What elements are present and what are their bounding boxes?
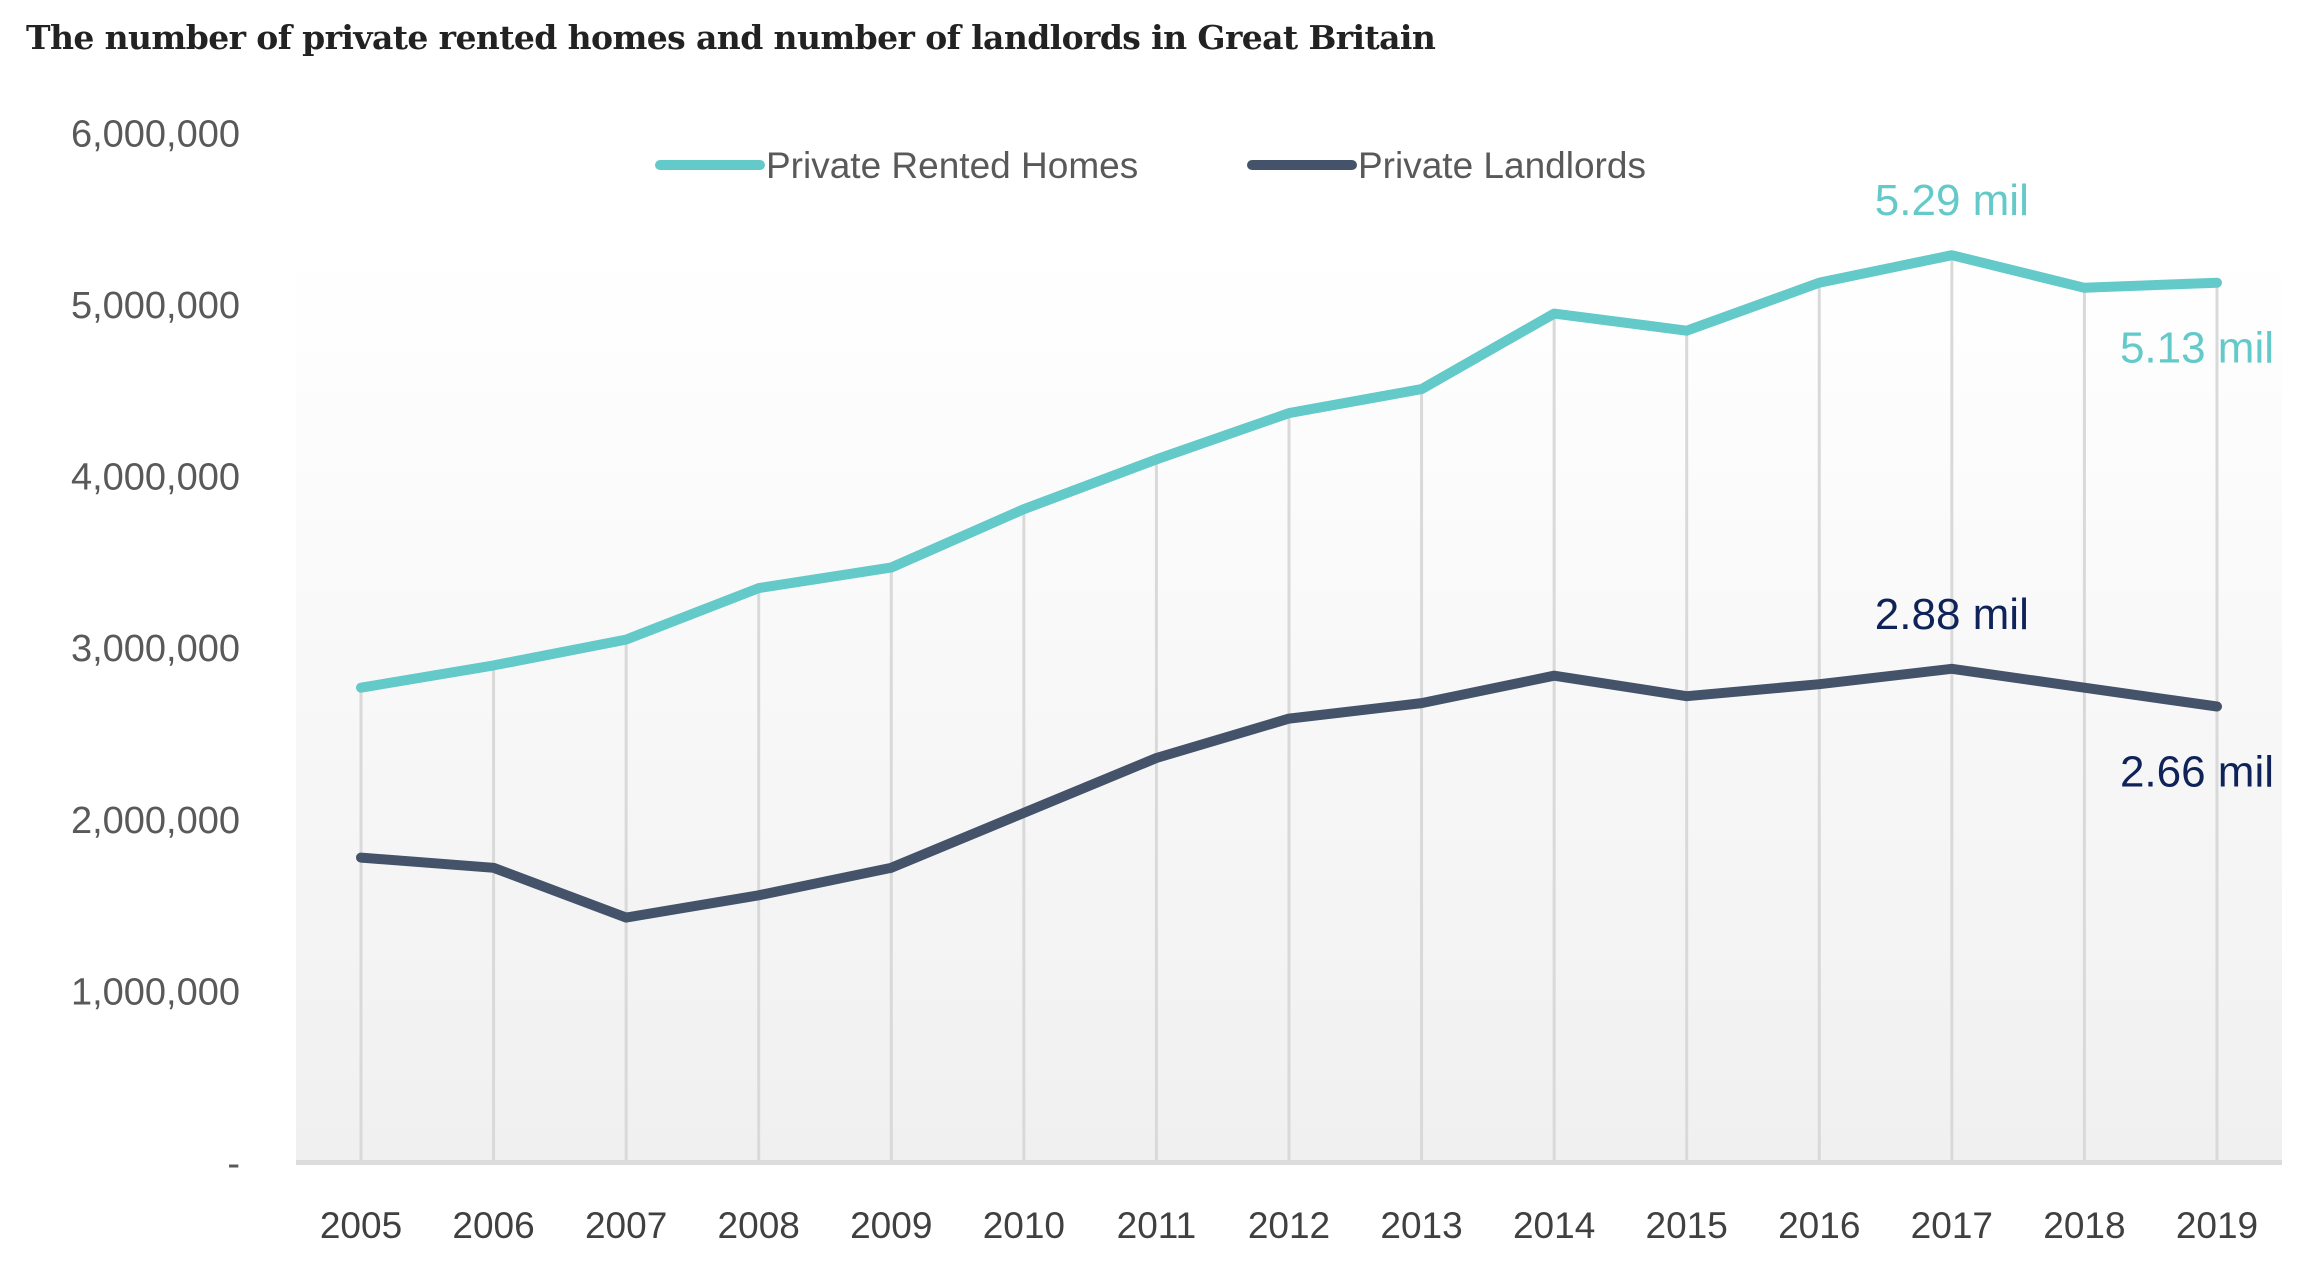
- series-lines: [356, 250, 2222, 923]
- y-tick-label: 1,000,000: [71, 971, 240, 1013]
- x-tick-label-2005: 2005: [320, 1205, 402, 1246]
- data-label-private-landlords-2017: 2.88 mil: [1875, 590, 2029, 639]
- x-tick-label-2011: 2011: [1117, 1205, 1197, 1246]
- x-tick-label-2017: 2017: [1911, 1205, 1993, 1246]
- legend-label: Private Rented Homes: [766, 145, 1138, 186]
- x-tick-label-2010: 2010: [983, 1205, 1065, 1246]
- data-label-private-rented-homes-2019: 5.13 mil: [2120, 324, 2274, 373]
- legend-item-private-landlords: Private Landlords: [1247, 145, 1646, 186]
- x-tick-label-2015: 2015: [1646, 1205, 1728, 1246]
- x-tick-label-2009: 2009: [850, 1205, 932, 1246]
- y-tick-label: 3,000,000: [71, 628, 240, 670]
- x-tick-label-2018: 2018: [2043, 1205, 2125, 1246]
- x-tick-label-2007: 2007: [585, 1205, 667, 1246]
- y-tick-label: 6,000,000: [71, 113, 240, 155]
- y-tick-label: 2,000,000: [71, 800, 240, 842]
- y-tick-label: 4,000,000: [71, 457, 240, 499]
- y-tick-label: -: [227, 1143, 240, 1185]
- data-label-private-landlords-2019: 2.66 mil: [2120, 748, 2274, 797]
- x-tick-label-2006: 2006: [452, 1205, 534, 1246]
- x-tick-label-2008: 2008: [718, 1205, 800, 1246]
- legend: Private Rented Homes Private Landlords: [655, 145, 1646, 186]
- legend-label: Private Landlords: [1358, 145, 1646, 186]
- chart-title: The number of private rented homes and n…: [26, 18, 1436, 57]
- data-label-private-rented-homes-2017: 5.29 mil: [1875, 176, 2029, 225]
- x-tick-label-2016: 2016: [1778, 1205, 1860, 1246]
- x-tick-label-2019: 2019: [2176, 1205, 2258, 1246]
- y-tick-label: 5,000,000: [71, 285, 240, 327]
- gridlines: [359, 255, 2219, 1162]
- data-labels: 5.29 mil 5.13 mil 2.88 mil 2.66 mil: [1875, 176, 2274, 796]
- x-tick-label-2014: 2014: [1513, 1205, 1595, 1246]
- legend-item-private-rented-homes: Private Rented Homes: [655, 145, 1138, 186]
- x-tick-label-2012: 2012: [1248, 1205, 1330, 1246]
- x-axis-ticks: 2005 2006 2007 2008 2009 2010 2011 2012 2013 2014…: [320, 1205, 2258, 1246]
- x-axis-line: [296, 1160, 2282, 1165]
- x-tick-label-2013: 2013: [1380, 1205, 1462, 1246]
- y-axis-ticks: - 1,000,000 2,000,000 3,000,000 4,000,000 5,0…: [71, 113, 240, 1185]
